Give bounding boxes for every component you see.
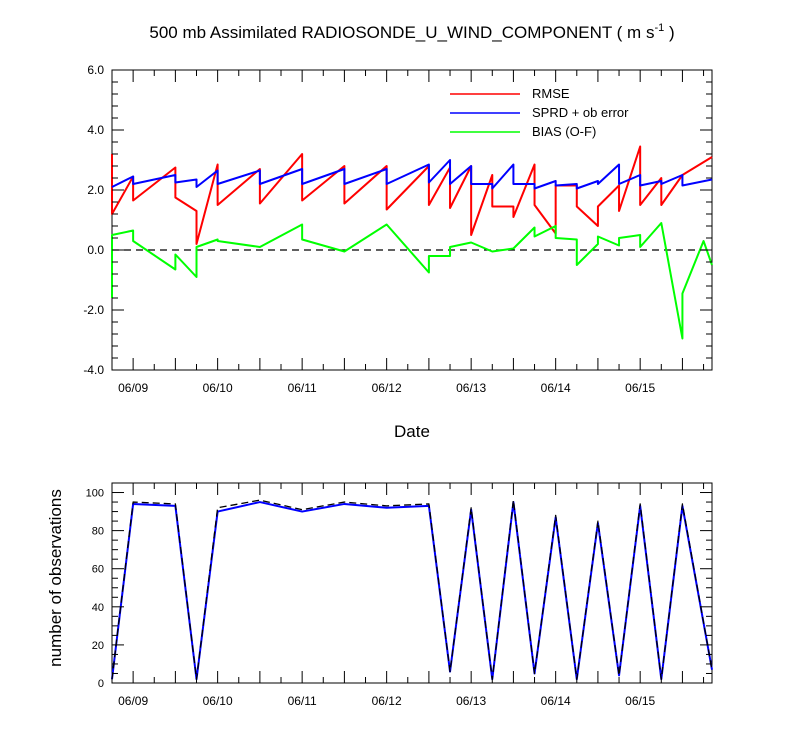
- bottom-y-tick-label: 100: [86, 488, 104, 500]
- bottom-x-tick-label: 06/15: [625, 694, 655, 708]
- top-x-tick-label: 06/11: [288, 381, 317, 395]
- top-ticks-group: [111, 69, 712, 371]
- bottom-series-observations-assimilated: [111, 501, 713, 681]
- top-series-group: [111, 145, 713, 340]
- bottom-x-tick-labels: 06/09 06/10 06/11 06/12 06/13 06/14 06/15: [118, 694, 655, 708]
- top-series-bias-o-f: [111, 222, 713, 340]
- top-x-tick-label: 06/14: [541, 381, 571, 395]
- bottom-series-observations-total: [111, 499, 713, 680]
- top-y-tick-label: 4.0: [87, 123, 104, 137]
- legend: RMSE SPRD + ob error BIAS (O-F): [450, 86, 629, 139]
- top-x-tick-labels: 06/09 06/10 06/11 06/12 06/13 06/14 06/15: [118, 381, 655, 395]
- top-plot: -4.0 -2.0 0.0 2.0 4.0 6.0 06/09 06/10 06/11 06/1…: [83, 63, 713, 441]
- top-plot-frame: [111, 69, 713, 371]
- top-x-tick-label: 06/10: [203, 381, 233, 395]
- top-series-sprd-ob-error: [111, 159, 713, 190]
- legend-label-sprd: SPRD + ob error: [532, 105, 629, 120]
- chart-title-superscript: -1: [654, 22, 664, 34]
- bottom-x-tick-label: 06/13: [456, 694, 486, 708]
- top-x-tick-label: 06/09: [118, 381, 148, 395]
- bottom-ticks-group: [111, 483, 712, 684]
- bottom-y-tick-label: 0: [98, 678, 104, 690]
- top-y-tick-label: 2.0: [87, 183, 104, 197]
- top-y-tick-labels: -4.0 -2.0 0.0 2.0 4.0 6.0: [83, 63, 104, 377]
- top-x-axis-title: Date: [394, 422, 430, 441]
- top-series-rmse: [111, 145, 713, 245]
- bottom-x-tick-label: 06/11: [288, 694, 317, 708]
- top-y-tick-label: 6.0: [87, 63, 104, 77]
- bottom-y-axis-title: number of observations: [46, 489, 65, 667]
- bottom-y-tick-label: 20: [92, 640, 104, 652]
- bottom-y-tick-label: 80: [92, 526, 104, 538]
- chart-title-close: ): [664, 23, 674, 42]
- bottom-x-tick-label: 06/14: [541, 694, 571, 708]
- top-x-tick-label: 06/15: [625, 381, 655, 395]
- top-x-tick-label: 06/13: [456, 381, 486, 395]
- bottom-y-tick-label: 60: [92, 564, 104, 576]
- top-x-tick-label: 06/12: [372, 381, 402, 395]
- top-y-tick-label: 0.0: [87, 243, 104, 257]
- bottom-plot-frame: [111, 482, 713, 684]
- bottom-x-tick-label: 06/09: [118, 694, 148, 708]
- bottom-y-tick-label: 40: [92, 602, 104, 614]
- legend-label-bias: BIAS (O-F): [532, 124, 596, 139]
- chart-title: 500 mb Assimilated RADIOSONDE_U_WIND_COM…: [149, 22, 674, 42]
- chart-title-main: 500 mb Assimilated RADIOSONDE_U_WIND_COM…: [149, 23, 654, 42]
- bottom-x-tick-label: 06/10: [203, 694, 233, 708]
- bottom-series-group: [111, 499, 713, 681]
- top-y-tick-label: -4.0: [83, 363, 104, 377]
- legend-label-rmse: RMSE: [532, 86, 570, 101]
- top-y-tick-label: -2.0: [83, 303, 104, 317]
- bottom-y-tick-labels: 0 20 40 60 80 100: [86, 488, 104, 690]
- bottom-x-tick-label: 06/12: [372, 694, 402, 708]
